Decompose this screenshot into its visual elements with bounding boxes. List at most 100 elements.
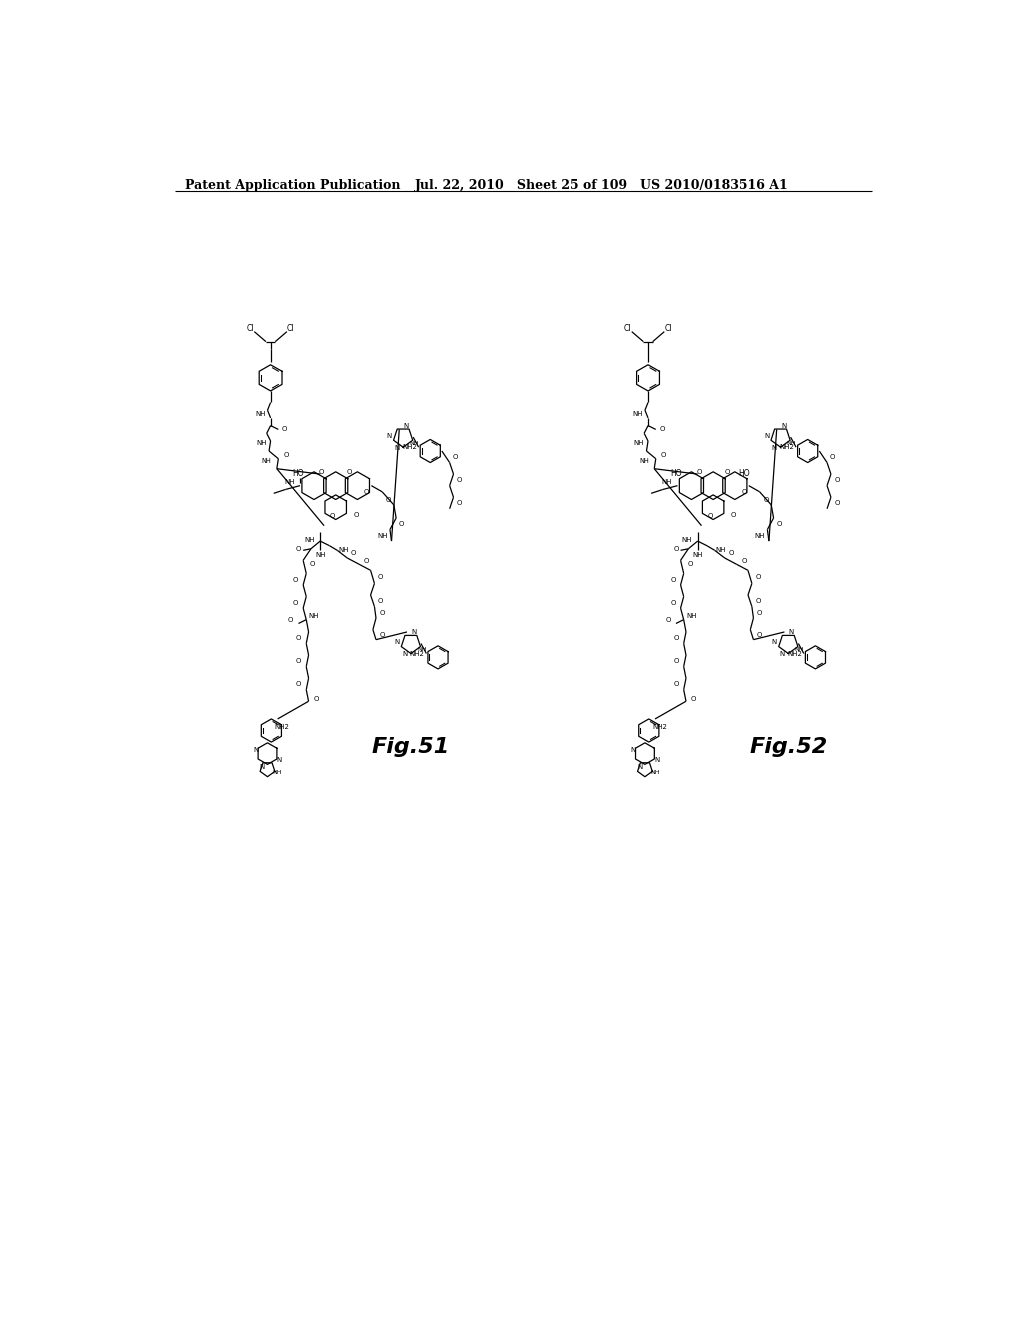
Text: N: N bbox=[259, 764, 264, 771]
Text: NH: NH bbox=[417, 647, 426, 652]
Text: O: O bbox=[659, 426, 665, 433]
Text: N: N bbox=[403, 422, 409, 429]
Text: HO: HO bbox=[293, 469, 304, 478]
Text: O: O bbox=[756, 598, 761, 605]
Text: NH2: NH2 bbox=[410, 651, 425, 656]
Text: Fig.51: Fig.51 bbox=[372, 738, 450, 758]
Text: NH: NH bbox=[639, 458, 649, 465]
Text: O: O bbox=[673, 659, 679, 664]
Text: O: O bbox=[364, 488, 370, 495]
Text: NH: NH bbox=[338, 548, 349, 553]
Text: O: O bbox=[296, 635, 301, 642]
Text: O: O bbox=[453, 454, 458, 461]
Text: NH: NH bbox=[650, 771, 659, 775]
Text: NH2: NH2 bbox=[652, 723, 667, 730]
Text: O: O bbox=[378, 598, 383, 605]
Text: O: O bbox=[776, 521, 781, 527]
Text: N: N bbox=[253, 747, 258, 752]
Text: NH2: NH2 bbox=[787, 651, 802, 656]
Text: O: O bbox=[673, 635, 679, 642]
Text: N: N bbox=[412, 628, 417, 635]
Text: N: N bbox=[772, 445, 777, 451]
Text: O: O bbox=[691, 696, 696, 702]
Text: O: O bbox=[457, 500, 463, 507]
Text: O: O bbox=[757, 610, 762, 615]
Text: O: O bbox=[330, 513, 335, 520]
Text: O: O bbox=[296, 681, 301, 688]
Text: O: O bbox=[457, 478, 463, 483]
Text: NH2: NH2 bbox=[779, 444, 795, 450]
Text: N: N bbox=[788, 628, 794, 635]
Text: NH: NH bbox=[682, 536, 692, 543]
Text: O: O bbox=[347, 469, 352, 475]
Text: NH: NH bbox=[309, 612, 319, 619]
Text: NH: NH bbox=[795, 647, 804, 652]
Text: N: N bbox=[276, 756, 282, 763]
Text: O: O bbox=[313, 696, 319, 702]
Text: O: O bbox=[380, 610, 385, 615]
Text: O: O bbox=[728, 550, 733, 557]
Text: O: O bbox=[673, 681, 679, 688]
Text: O: O bbox=[310, 561, 315, 568]
Text: NH: NH bbox=[410, 441, 419, 446]
Text: O: O bbox=[757, 632, 762, 638]
Text: NH: NH bbox=[692, 552, 702, 558]
Text: N: N bbox=[394, 639, 399, 645]
Text: O: O bbox=[386, 496, 391, 503]
Text: NH: NH bbox=[634, 441, 644, 446]
Text: O: O bbox=[670, 599, 676, 606]
Text: HO: HO bbox=[738, 469, 750, 478]
Text: N: N bbox=[631, 747, 636, 752]
Text: O: O bbox=[835, 500, 840, 507]
Text: NH: NH bbox=[786, 441, 796, 446]
Text: Cl: Cl bbox=[247, 325, 254, 333]
Text: Cl: Cl bbox=[624, 325, 632, 333]
Text: N: N bbox=[394, 445, 399, 451]
Text: O: O bbox=[293, 577, 298, 582]
Text: O: O bbox=[696, 469, 701, 475]
Text: O: O bbox=[399, 521, 404, 527]
Text: NH: NH bbox=[284, 479, 295, 484]
Text: N: N bbox=[637, 764, 642, 771]
Text: N: N bbox=[764, 433, 769, 438]
Text: HO: HO bbox=[670, 469, 682, 478]
Text: O: O bbox=[670, 577, 676, 582]
Text: O: O bbox=[364, 558, 370, 564]
Text: NH: NH bbox=[755, 533, 765, 539]
Text: NH: NH bbox=[633, 411, 643, 417]
Text: NH: NH bbox=[256, 441, 266, 446]
Text: NH: NH bbox=[272, 771, 283, 775]
Text: O: O bbox=[288, 616, 294, 623]
Text: O: O bbox=[756, 574, 761, 581]
Text: NH: NH bbox=[255, 411, 266, 417]
Text: N: N bbox=[654, 756, 659, 763]
Text: N: N bbox=[386, 433, 392, 438]
Text: O: O bbox=[353, 512, 358, 517]
Text: Jul. 22, 2010   Sheet 25 of 109: Jul. 22, 2010 Sheet 25 of 109 bbox=[415, 180, 628, 193]
Text: O: O bbox=[351, 550, 356, 557]
Text: N: N bbox=[772, 639, 777, 645]
Text: O: O bbox=[763, 496, 769, 503]
Text: O: O bbox=[730, 512, 736, 517]
Text: O: O bbox=[319, 469, 325, 475]
Text: O: O bbox=[829, 454, 836, 461]
Text: NH: NH bbox=[262, 458, 271, 465]
Text: Cl: Cl bbox=[287, 325, 295, 333]
Text: O: O bbox=[708, 513, 713, 520]
Text: NH: NH bbox=[662, 479, 672, 484]
Text: O: O bbox=[296, 545, 301, 552]
Text: NH2: NH2 bbox=[274, 723, 290, 730]
Text: NH: NH bbox=[315, 552, 326, 558]
Text: O: O bbox=[673, 545, 679, 552]
Text: Cl: Cl bbox=[665, 325, 672, 333]
Text: NH: NH bbox=[686, 612, 696, 619]
Text: O: O bbox=[724, 469, 730, 475]
Text: N: N bbox=[779, 651, 784, 657]
Text: Fig.52: Fig.52 bbox=[750, 738, 827, 758]
Text: O: O bbox=[296, 659, 301, 664]
Text: Patent Application Publication: Patent Application Publication bbox=[184, 180, 400, 193]
Text: US 2010/0183516 A1: US 2010/0183516 A1 bbox=[640, 180, 787, 193]
Text: O: O bbox=[666, 616, 671, 623]
Text: NH: NH bbox=[304, 536, 314, 543]
Text: O: O bbox=[741, 488, 746, 495]
